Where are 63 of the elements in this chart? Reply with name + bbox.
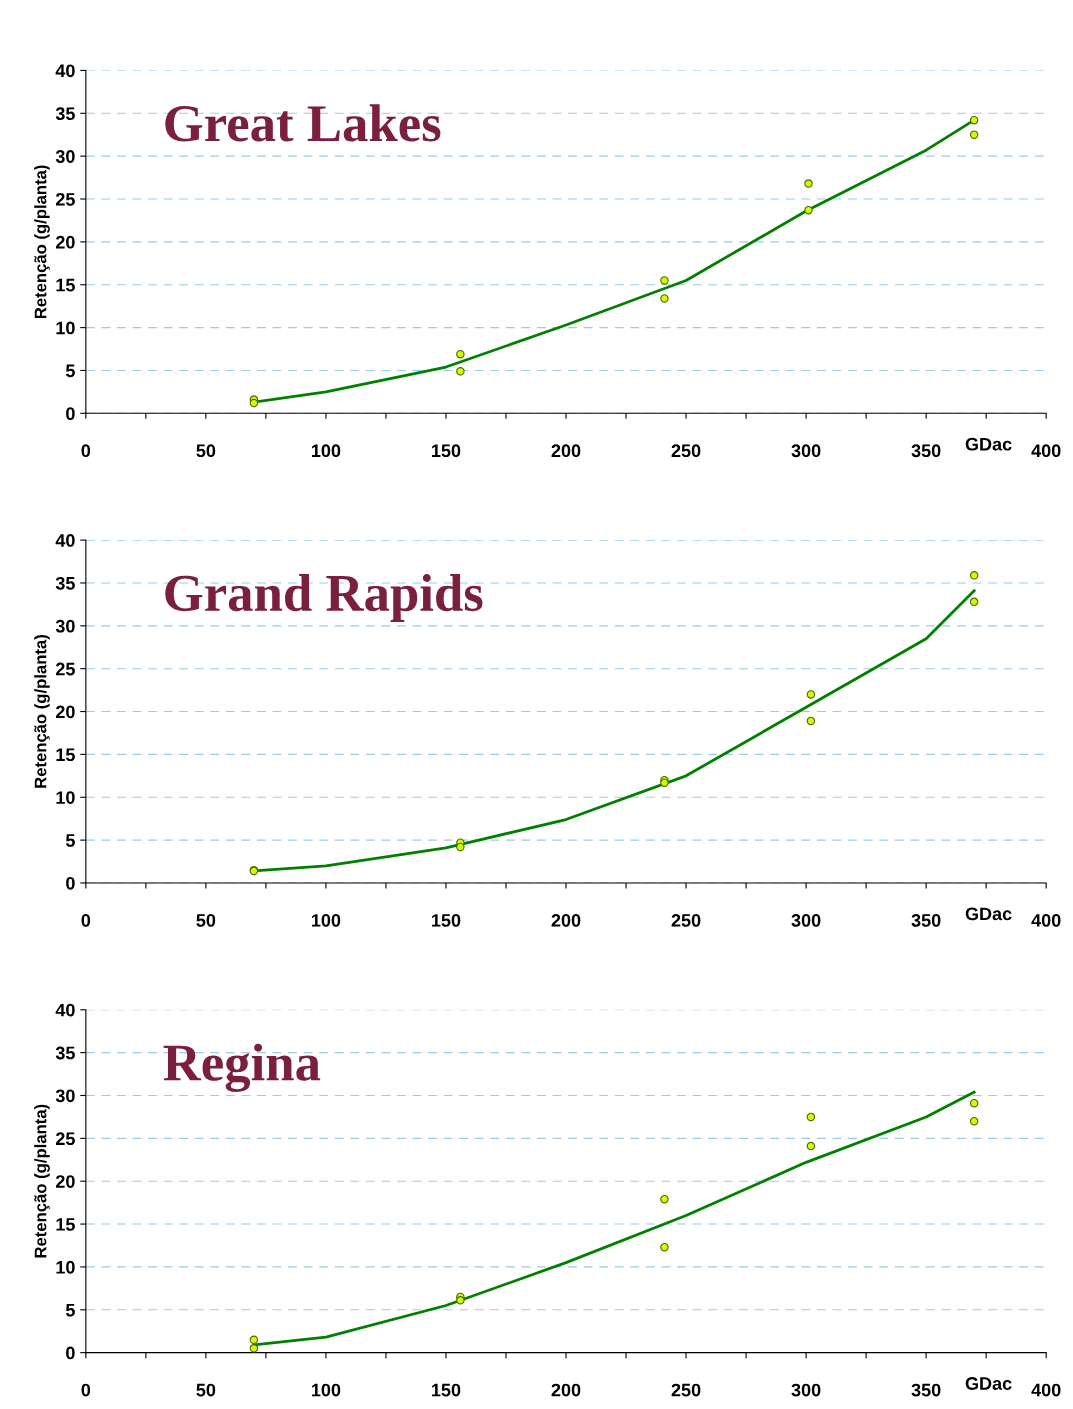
x-tick-label: 250 xyxy=(671,444,701,458)
x-tick-label: 50 xyxy=(196,1383,216,1397)
x-tick-label: 50 xyxy=(196,444,216,458)
y-axis-title: Retenção (g/planta) xyxy=(34,165,50,319)
x-axis-title: GDac xyxy=(965,1377,1012,1390)
x-tick-label: 300 xyxy=(791,914,821,927)
chart-title: Great Lakes xyxy=(165,104,441,142)
x-tick-label: 250 xyxy=(671,914,701,927)
text: Regina xyxy=(163,1043,321,1092)
y-tick-label: 25 xyxy=(55,662,75,676)
x-tick-label: 200 xyxy=(551,1383,581,1397)
x-tick-label: 50 xyxy=(196,914,216,927)
x-tick-label: 300 xyxy=(791,1383,821,1397)
y-tick-label: 30 xyxy=(55,1089,75,1103)
x-tick-label: 350 xyxy=(911,444,941,458)
x-tick-label: 100 xyxy=(312,444,341,458)
y-tick-label: 20 xyxy=(55,235,75,249)
x-tick-label: 300 xyxy=(791,444,821,458)
x-tick-label: 0 xyxy=(81,444,91,458)
x-tick-label: 150 xyxy=(432,444,461,458)
y-tick-label: 15 xyxy=(56,748,75,762)
x-tick-label: 250 xyxy=(671,1383,701,1397)
y-tick-label: 30 xyxy=(55,619,75,633)
y-tick-label: 40 xyxy=(55,64,75,78)
y-tick-label: 15 xyxy=(56,1218,75,1231)
y-tick-label: 10 xyxy=(56,1260,75,1274)
y-tick-label: 15 xyxy=(56,278,75,292)
y-tick-label: 40 xyxy=(55,534,75,547)
y-axis-title: Retenção (g/planta) xyxy=(34,635,50,788)
y-tick-label: 0 xyxy=(66,1346,75,1360)
x-tick-label: 350 xyxy=(911,914,941,927)
x-tick-label: 200 xyxy=(551,914,581,927)
y-tick-label: 5 xyxy=(65,364,75,378)
y-tick-label: 20 xyxy=(55,705,75,719)
y-tick-label: 35 xyxy=(55,1046,75,1060)
y-tick-label: 10 xyxy=(56,321,75,335)
x-tick-label: 400 xyxy=(1031,1383,1061,1397)
y-axis-title: Retenção (g/planta) xyxy=(34,1104,50,1258)
y-tick-label: 35 xyxy=(55,576,75,590)
x-tick-label: 0 xyxy=(81,914,91,927)
y-tick-label: 0 xyxy=(66,876,75,890)
y-tick-label: 10 xyxy=(56,791,75,804)
x-tick-label: 0 xyxy=(81,1383,91,1397)
y-tick-label: 0 xyxy=(66,407,75,421)
y-tick-label: 25 xyxy=(55,192,75,206)
y-tick-label: 20 xyxy=(55,1175,75,1188)
x-tick-label: 350 xyxy=(911,1383,941,1397)
x-tick-label: 150 xyxy=(432,1383,461,1397)
y-tick-label: 40 xyxy=(55,1003,75,1017)
x-tick-label: 150 xyxy=(432,914,461,927)
y-tick-label: 35 xyxy=(55,107,75,121)
y-tick-label: 25 xyxy=(55,1132,75,1146)
x-tick-label: 200 xyxy=(551,444,581,458)
y-tick-label: 5 xyxy=(65,1303,75,1317)
y-tick-label: 30 xyxy=(55,150,75,163)
y-tick-label: 5 xyxy=(65,834,75,847)
x-tick-label: 100 xyxy=(312,914,341,927)
x-axis-title: GDac xyxy=(965,437,1012,451)
text: Grand Rapids xyxy=(165,574,483,622)
x-axis-title: GDac xyxy=(965,907,1012,921)
x-tick-label: 400 xyxy=(1031,914,1061,927)
x-tick-label: 100 xyxy=(312,1383,341,1397)
x-tick-label: 400 xyxy=(1031,444,1061,458)
